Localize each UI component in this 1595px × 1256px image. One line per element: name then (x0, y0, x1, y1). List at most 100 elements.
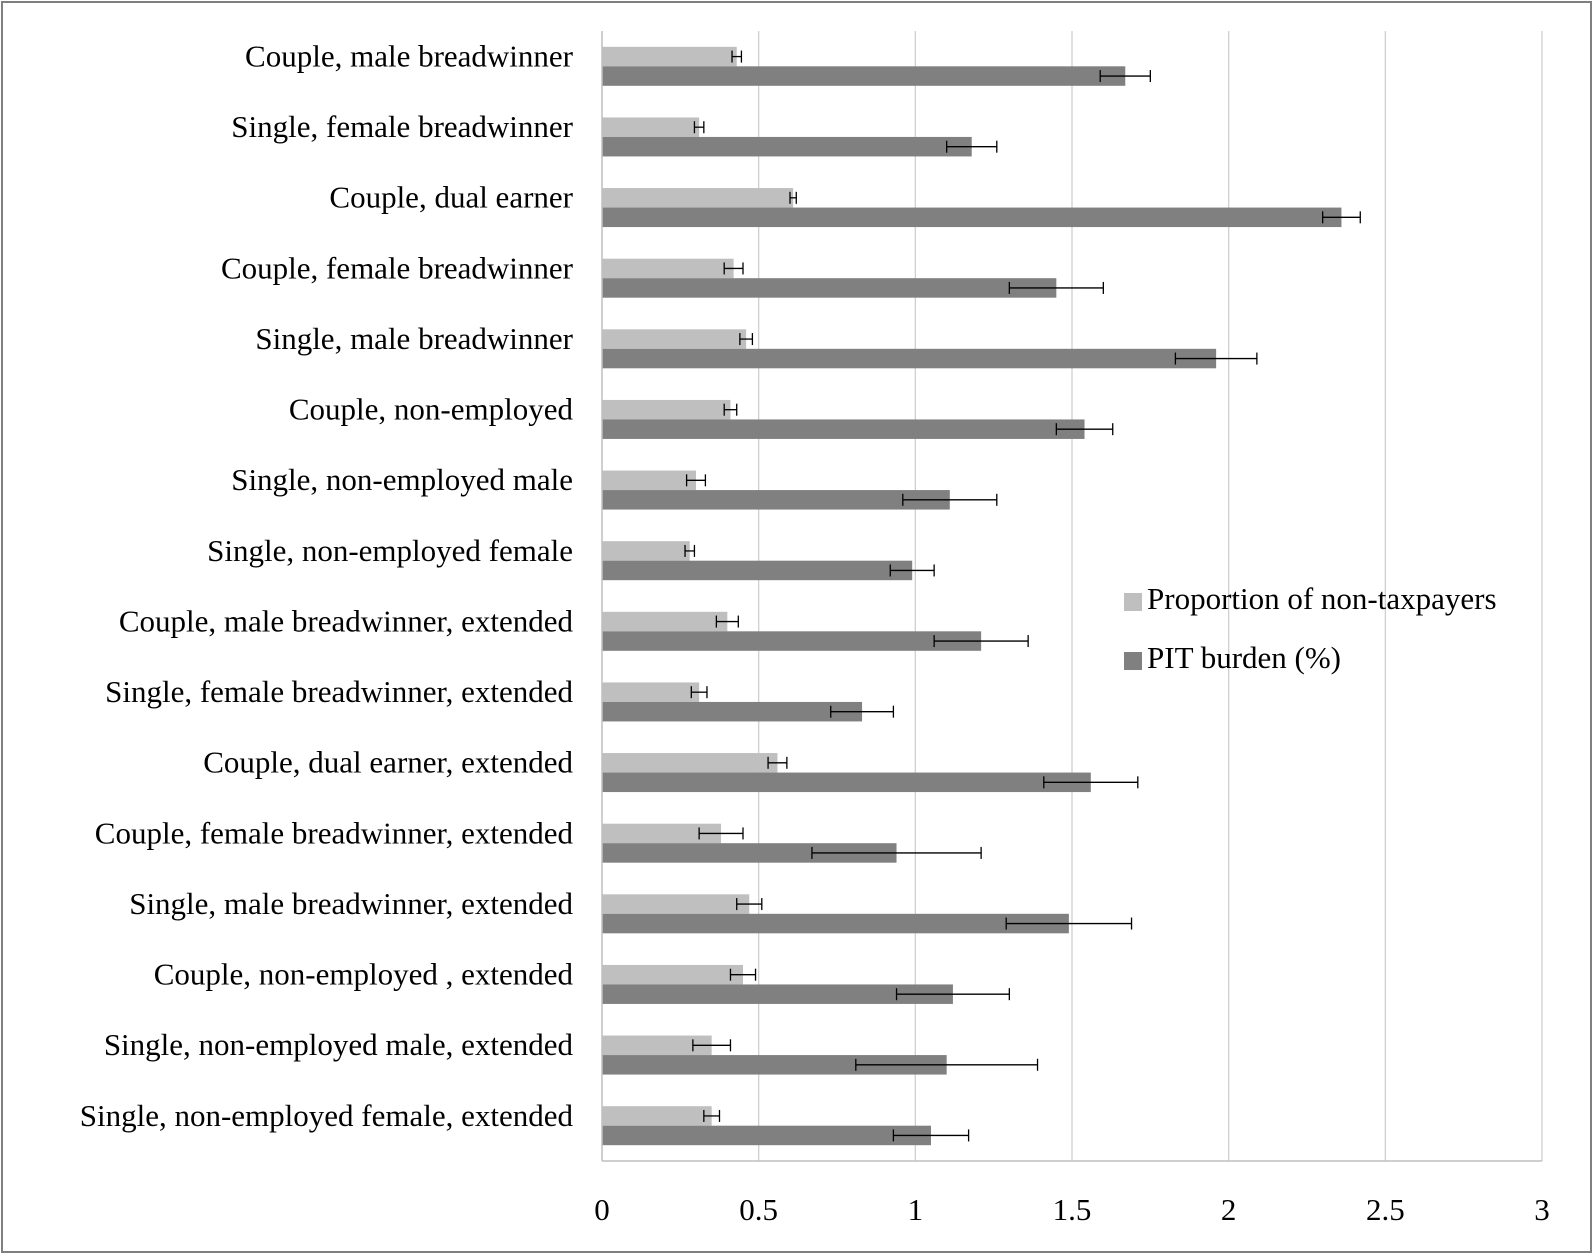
pit-burden-bar (602, 66, 1126, 86)
error-bar (739, 333, 754, 346)
error-bar (723, 403, 738, 416)
non-taxpayers-bar (602, 964, 743, 985)
legend-label: PIT burden (%) (1147, 640, 1341, 675)
pit-burden-bar (602, 419, 1085, 439)
error-bar (685, 474, 707, 487)
category-label: Single, female breadwinner (231, 109, 573, 144)
error-bar (933, 635, 1029, 648)
legend-swatch (1124, 593, 1142, 611)
category-label: Couple, dual earner, extended (203, 745, 573, 780)
category-labels: Couple, male breadwinner Single, female b… (80, 38, 574, 1132)
x-tick-label: 1 (908, 1192, 924, 1227)
pit-burden-bar (602, 207, 1342, 228)
pit-burden-bar (602, 843, 897, 863)
category-label: Single, male breadwinner (255, 321, 573, 356)
error-bar (1008, 281, 1104, 294)
error-bar (889, 564, 935, 577)
pit-burden-bar (602, 278, 1057, 298)
error-bar (1043, 776, 1139, 789)
category-label: Single, non-employed male (231, 462, 573, 497)
error-bar (698, 827, 744, 840)
category-label: Single, male breadwinner, extended (129, 886, 573, 921)
bar-chart: 0 0.5 1 1.5 2 2.5 3 Couple, male breadwinner Si… (80, 31, 1550, 1227)
pit-burden-bar (602, 631, 982, 651)
category-label: Single, non-employed female (207, 533, 573, 568)
category-label: Couple, dual earner (329, 180, 573, 215)
category-label: Single, non-employed female, extended (80, 1098, 574, 1133)
pit-burden-bar (602, 772, 1091, 793)
bars (602, 46, 1361, 1146)
pit-burden-bar (602, 1125, 931, 1146)
category-label: Couple, female breadwinner, extended (95, 815, 574, 850)
non-taxpayers-bar (602, 541, 690, 561)
error-bar (723, 262, 744, 275)
category-label: Couple, non-employed (289, 392, 574, 427)
error-bar (892, 1129, 970, 1142)
category-label: Single, non-employed male, extended (104, 1027, 574, 1062)
non-taxpayers-bar (602, 329, 747, 349)
error-bar (736, 898, 763, 911)
x-tick-label: 0 (594, 1192, 610, 1227)
non-taxpayers-bar (602, 823, 722, 844)
error-bar (693, 121, 705, 134)
category-label: Couple, non-employed , extended (154, 957, 574, 992)
non-taxpayers-bar (602, 1035, 712, 1056)
error-bar (855, 1058, 1039, 1071)
error-bar (692, 1039, 732, 1052)
error-bar (1099, 70, 1151, 83)
error-bar (830, 705, 895, 718)
x-tick-label: 3 (1534, 1192, 1550, 1227)
non-taxpayers-bar (602, 1106, 712, 1126)
error-bar (1005, 917, 1133, 930)
pit-burden-bar (602, 913, 1069, 934)
error-bar (684, 544, 696, 557)
error-bar (767, 756, 788, 769)
non-taxpayers-bar (602, 399, 731, 420)
x-tick-label: 0.5 (739, 1192, 778, 1227)
x-tick-labels: 0 0.5 1 1.5 2 2.5 3 (594, 1192, 1550, 1227)
error-bar (715, 615, 739, 628)
error-bar (895, 988, 1010, 1001)
category-label: Couple, male breadwinner (245, 38, 574, 73)
legend-label: Proportion of non-taxpayers (1147, 581, 1497, 616)
legend-swatch (1124, 652, 1142, 670)
error-bar (789, 191, 797, 204)
pit-burden-bar (602, 984, 953, 1004)
non-taxpayers-bar (602, 258, 734, 279)
non-taxpayers-bar (602, 46, 737, 67)
legend-item: PIT burden (%) (1124, 640, 1341, 675)
error-bar (690, 686, 708, 699)
legend-item: Proportion of non-taxpayers (1124, 581, 1497, 616)
non-taxpayers-bar (602, 682, 700, 702)
non-taxpayers-bar (602, 117, 700, 137)
pit-burden-bar (602, 1055, 947, 1075)
error-bar (1322, 211, 1361, 224)
x-tick-label: 2 (1221, 1192, 1237, 1227)
error-bar (731, 50, 743, 63)
error-bar (1174, 352, 1258, 365)
non-taxpayers-bar (602, 188, 794, 208)
category-label: Couple, female breadwinner (221, 250, 574, 285)
non-taxpayers-bar (602, 894, 750, 914)
error-bar (703, 1109, 721, 1122)
pit-burden-bar (602, 701, 863, 722)
non-taxpayers-bar (602, 470, 696, 491)
non-taxpayers-bar (602, 753, 778, 773)
pit-burden-bar (602, 560, 913, 581)
error-bar (1055, 423, 1114, 436)
x-tick-label: 2.5 (1366, 1192, 1405, 1227)
legend: Proportion of non-taxpayers PIT burden (%… (1124, 581, 1497, 675)
x-tick-label: 1.5 (1053, 1192, 1092, 1227)
error-bar (946, 140, 998, 153)
category-label: Single, female breadwinner, extended (105, 674, 573, 709)
error-bar (902, 493, 998, 506)
pit-burden-bar (602, 490, 950, 510)
pit-burden-bar (602, 136, 972, 157)
non-taxpayers-bar (602, 611, 728, 632)
error-bar (811, 846, 982, 859)
category-label: Couple, male breadwinner, extended (119, 603, 574, 638)
error-bar (729, 968, 757, 981)
pit-burden-bar (602, 348, 1217, 369)
axes (601, 31, 1542, 1162)
